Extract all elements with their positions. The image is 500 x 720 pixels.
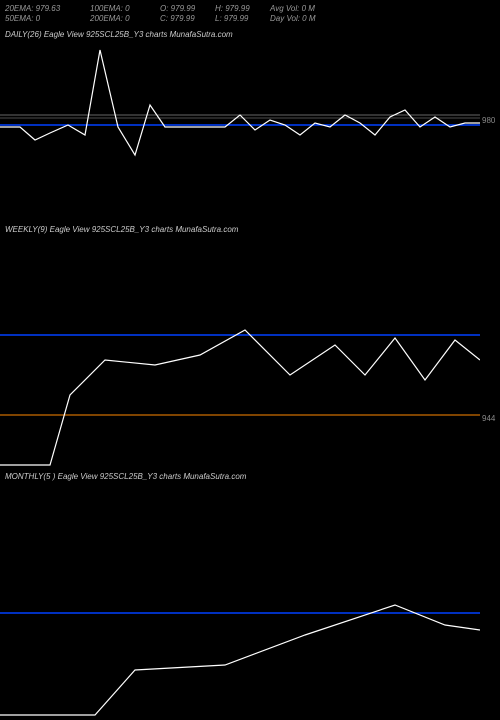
avgvol-label: Avg Vol: 0 M <box>270 4 315 13</box>
weekly-axis-label: 944 <box>482 414 495 423</box>
ema20-label: 20EMA: 979.63 <box>5 4 60 13</box>
daily-chart <box>0 45 480 220</box>
monthly-chart <box>0 485 480 720</box>
dayvol-label: Day Vol: 0 M <box>270 14 316 23</box>
close-label: C: 979.99 <box>160 14 195 23</box>
ema200-label: 200EMA: 0 <box>90 14 130 23</box>
daily-axis-label: 980 <box>482 116 495 125</box>
ema50-label: 50EMA: 0 <box>5 14 40 23</box>
low-label: L: 979.99 <box>215 14 248 23</box>
high-label: H: 979.99 <box>215 4 250 13</box>
weekly-title: WEEKLY(9) Eagle View 925SCL25B_Y3 charts… <box>5 225 238 234</box>
weekly-chart <box>0 240 480 470</box>
daily-title: DAILY(26) Eagle View 925SCL25B_Y3 charts… <box>5 30 233 39</box>
monthly-title: MONTHLY(5 ) Eagle View 925SCL25B_Y3 char… <box>5 472 246 481</box>
open-label: O: 979.99 <box>160 4 195 13</box>
ema100-label: 100EMA: 0 <box>90 4 130 13</box>
